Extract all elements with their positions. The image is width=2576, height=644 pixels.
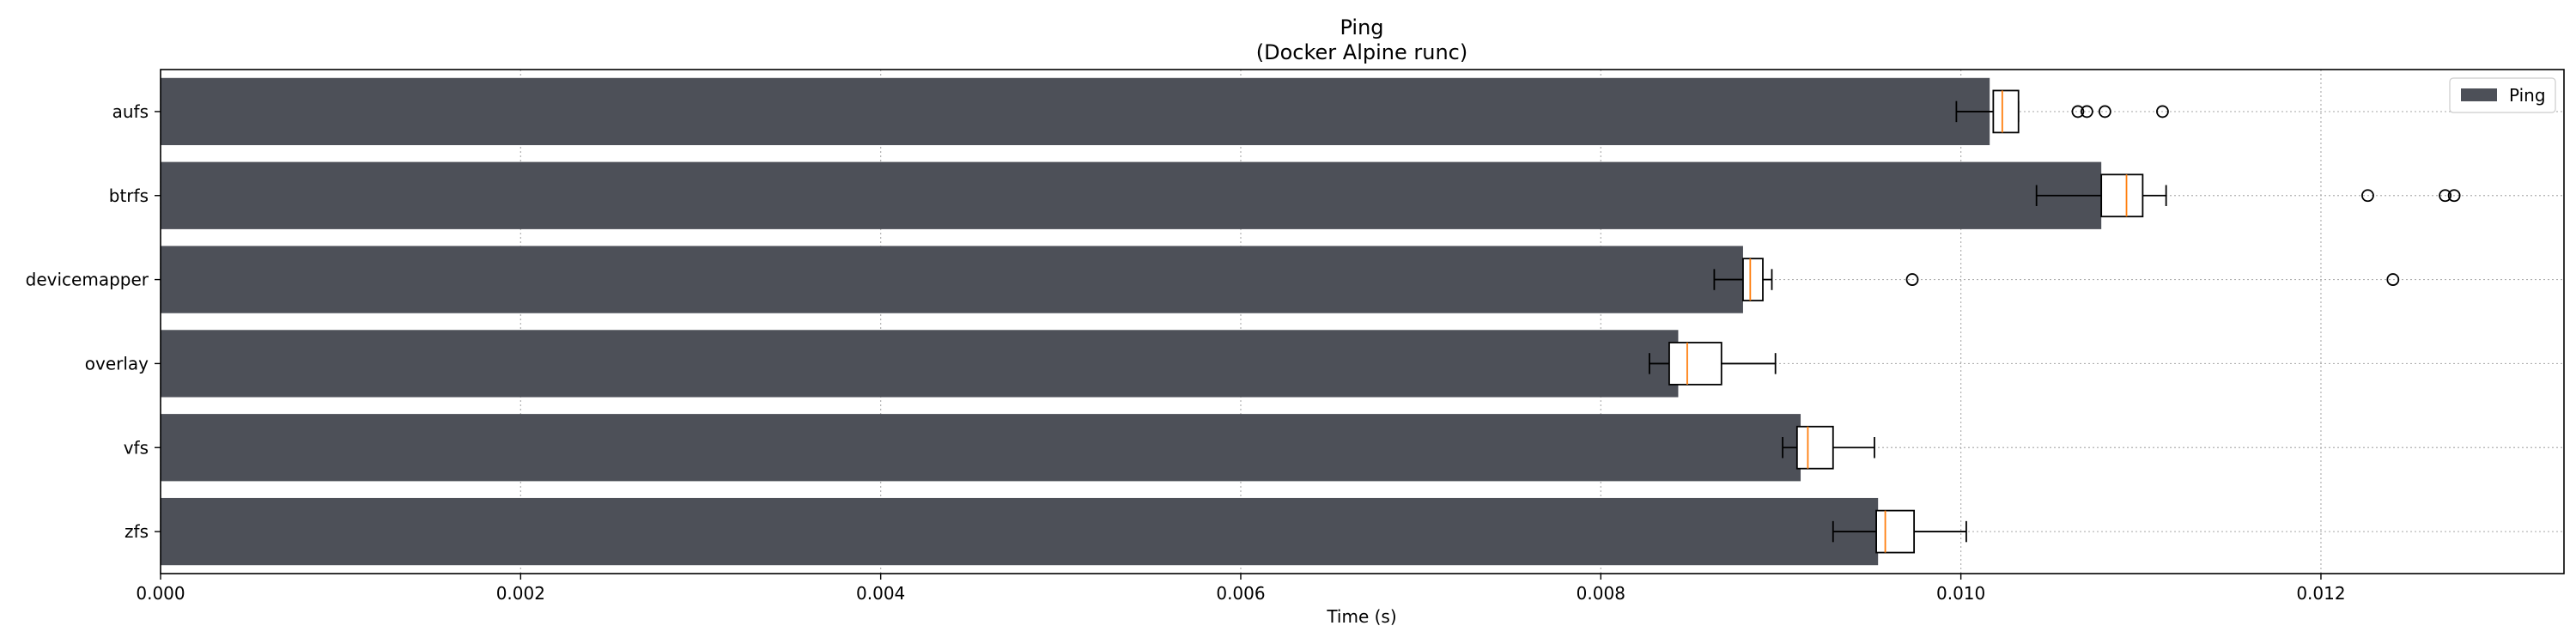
legend-frame bbox=[2449, 77, 2556, 113]
boxplot-layer bbox=[1649, 89, 2461, 554]
bar bbox=[161, 497, 1879, 566]
x-tick-label: 0.012 bbox=[2296, 583, 2345, 604]
bar bbox=[161, 246, 1743, 313]
flier-point bbox=[2447, 189, 2461, 203]
x-tick-label: 0.000 bbox=[136, 583, 185, 604]
x-tick-label: 0.010 bbox=[1936, 583, 1985, 604]
flier-point bbox=[2156, 105, 2169, 118]
plot-frame bbox=[160, 69, 2565, 574]
chart-subtitle: (Docker Alpine runc) bbox=[1256, 40, 1467, 64]
box bbox=[2100, 173, 2144, 218]
bars-layer bbox=[161, 77, 2102, 566]
box bbox=[1875, 509, 1916, 554]
y-tick-label: overlay bbox=[85, 353, 149, 374]
legend-label-ping: Ping bbox=[2509, 85, 2546, 106]
box bbox=[1742, 258, 1764, 301]
bar bbox=[161, 77, 1990, 146]
x-tick-label: 0.002 bbox=[496, 583, 545, 604]
legend-swatch-ping bbox=[2461, 88, 2497, 101]
flier-point bbox=[2386, 273, 2400, 286]
x-axis-label: Time (s) bbox=[1326, 606, 1396, 627]
chart-title: Ping bbox=[1340, 15, 1383, 39]
bar bbox=[161, 161, 2102, 229]
bar bbox=[161, 330, 1679, 398]
x-tick-label: 0.004 bbox=[856, 583, 905, 604]
legend[interactable]: Ping bbox=[2449, 77, 2556, 113]
flier-point bbox=[2439, 189, 2452, 203]
y-tick-label: btrfs bbox=[109, 185, 149, 206]
x-tick-label: 0.006 bbox=[1216, 583, 1265, 604]
y-tick-label: vfs bbox=[124, 437, 149, 458]
box bbox=[1795, 425, 1834, 470]
flier-point bbox=[1905, 273, 1919, 286]
flier-point bbox=[2071, 105, 2085, 118]
flier-point bbox=[2080, 105, 2093, 118]
x-axis-ticks: 0.000 0.002 0.004 0.006 0.008 0.010 0.012 bbox=[136, 574, 2346, 604]
y-tick-label: zfs bbox=[125, 521, 149, 542]
y-axis-ticks: aufs btrfs devicemapper overlay vfs zfs bbox=[26, 101, 161, 542]
y-tick-label: aufs bbox=[112, 101, 149, 122]
y-tick-label: devicemapper bbox=[26, 270, 149, 290]
box bbox=[1992, 89, 2020, 134]
box bbox=[1668, 342, 1722, 386]
flier-point bbox=[2361, 189, 2374, 203]
x-tick-label: 0.008 bbox=[1577, 583, 1625, 604]
flier-point bbox=[2098, 105, 2111, 118]
bar bbox=[161, 414, 1801, 482]
